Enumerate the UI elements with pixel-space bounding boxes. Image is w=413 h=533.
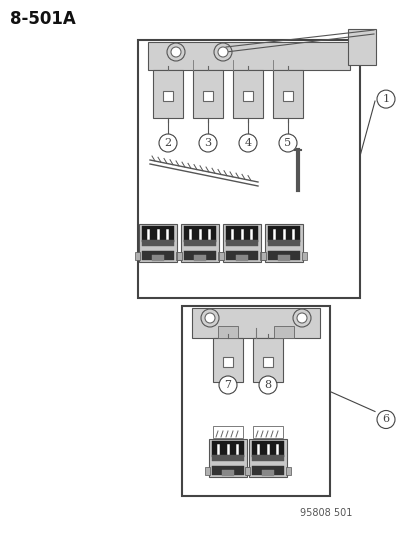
- Bar: [194, 255, 205, 261]
- Bar: [233, 70, 262, 118]
- Circle shape: [376, 90, 394, 108]
- Bar: [285, 466, 290, 475]
- Text: 4: 4: [244, 138, 251, 148]
- Bar: [225, 240, 257, 246]
- Bar: [212, 426, 242, 438]
- Bar: [177, 252, 182, 260]
- Bar: [142, 226, 173, 242]
- Circle shape: [214, 43, 231, 61]
- Circle shape: [201, 309, 218, 327]
- Bar: [282, 91, 292, 101]
- Bar: [252, 441, 283, 457]
- Bar: [192, 70, 223, 118]
- Circle shape: [278, 134, 296, 152]
- Text: 95808 501: 95808 501: [299, 508, 351, 518]
- Bar: [183, 240, 216, 246]
- Bar: [223, 357, 233, 367]
- Bar: [273, 326, 294, 338]
- Circle shape: [218, 376, 236, 394]
- Text: 5: 5: [284, 138, 291, 148]
- Bar: [135, 252, 140, 260]
- Bar: [252, 465, 283, 475]
- Bar: [225, 251, 257, 260]
- Circle shape: [199, 134, 216, 152]
- Bar: [347, 29, 375, 65]
- Bar: [202, 91, 212, 101]
- Circle shape: [259, 376, 276, 394]
- Bar: [218, 252, 223, 260]
- Bar: [212, 338, 242, 382]
- Bar: [218, 252, 223, 260]
- Text: 8: 8: [264, 380, 271, 390]
- Circle shape: [159, 134, 177, 152]
- Bar: [252, 426, 282, 438]
- Bar: [211, 441, 243, 457]
- Bar: [278, 255, 289, 261]
- Bar: [142, 240, 173, 246]
- Bar: [262, 357, 272, 367]
- Bar: [182, 306, 329, 496]
- Text: 1: 1: [382, 94, 389, 104]
- Bar: [267, 251, 299, 260]
- Circle shape: [166, 43, 185, 61]
- Bar: [153, 70, 183, 118]
- Bar: [260, 252, 266, 260]
- Bar: [225, 226, 257, 242]
- Bar: [204, 466, 209, 475]
- Bar: [244, 466, 249, 475]
- Bar: [242, 91, 252, 101]
- Bar: [138, 40, 359, 298]
- Text: 7: 7: [224, 380, 231, 390]
- Bar: [183, 251, 216, 260]
- Text: 8-501A: 8-501A: [10, 10, 76, 28]
- Bar: [217, 326, 237, 338]
- Bar: [245, 466, 250, 475]
- Bar: [211, 455, 243, 461]
- Bar: [211, 465, 243, 475]
- Bar: [142, 251, 173, 260]
- Bar: [176, 252, 180, 260]
- Bar: [272, 70, 302, 118]
- Circle shape: [218, 47, 228, 57]
- Circle shape: [238, 134, 256, 152]
- Bar: [267, 240, 299, 246]
- Bar: [259, 252, 264, 260]
- Bar: [222, 470, 233, 476]
- Bar: [183, 226, 216, 242]
- Circle shape: [376, 410, 394, 429]
- Bar: [152, 255, 163, 261]
- Bar: [267, 226, 299, 242]
- Bar: [147, 42, 349, 70]
- Text: 2: 2: [164, 138, 171, 148]
- Circle shape: [204, 313, 214, 323]
- Circle shape: [292, 309, 310, 327]
- Bar: [264, 224, 302, 262]
- Bar: [301, 252, 306, 260]
- Bar: [262, 470, 273, 476]
- Bar: [248, 439, 286, 477]
- Bar: [223, 224, 260, 262]
- Circle shape: [171, 47, 180, 57]
- Bar: [236, 255, 247, 261]
- Bar: [180, 224, 218, 262]
- Bar: [252, 455, 283, 461]
- Bar: [139, 224, 177, 262]
- Bar: [163, 91, 173, 101]
- Circle shape: [296, 313, 306, 323]
- Bar: [192, 308, 319, 338]
- Bar: [209, 439, 247, 477]
- Text: 6: 6: [382, 415, 389, 424]
- Bar: [252, 338, 282, 382]
- Text: 3: 3: [204, 138, 211, 148]
